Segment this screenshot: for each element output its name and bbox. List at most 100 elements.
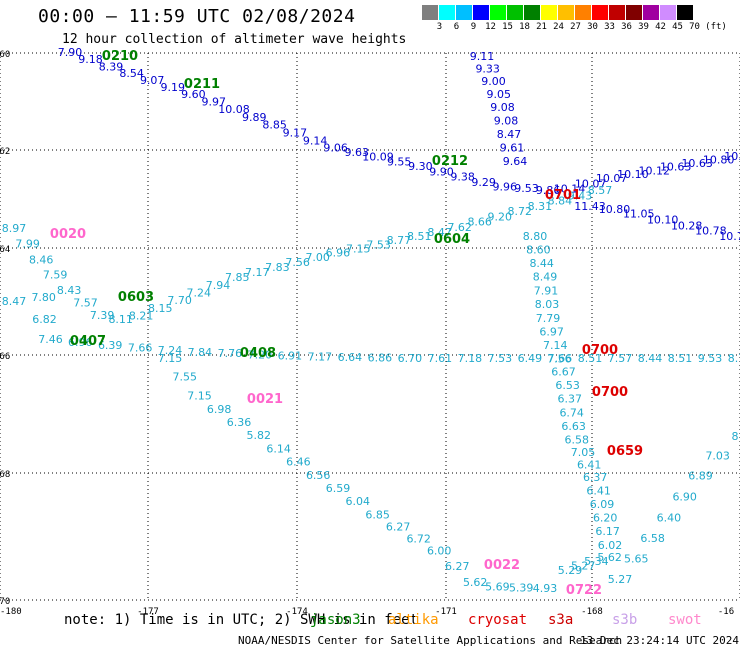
wave-height-value: 6.96 <box>68 336 93 349</box>
wave-height-value: 7.84 <box>188 346 213 359</box>
footnote: note: 1) Time is in UTC; 2) SWH is in fe… <box>64 612 419 628</box>
wave-height-value: 9.97 <box>202 95 227 108</box>
wave-height-value: 8.15 <box>148 302 173 315</box>
wave-height-value: 8.60 <box>526 244 551 257</box>
color-scale-tick: 9 <box>470 22 477 32</box>
wave-height-value: 9.00 <box>481 75 506 88</box>
wave-height-value: 7.85 <box>225 271 250 284</box>
wave-height-value: 6.00 <box>427 545 452 558</box>
wave-height-value: 6.39 <box>98 339 123 352</box>
track-time-label: 0700 <box>592 385 628 400</box>
wave-height-value: 8.31 <box>528 200 553 213</box>
wave-height-value: 7.39 <box>90 309 115 322</box>
wave-height-value: 9.17 <box>283 127 308 140</box>
longitude-tick-label: -174 <box>286 607 308 617</box>
wave-height-value: 8.47 <box>497 128 522 141</box>
wave-height-value: 10.28 <box>671 220 703 233</box>
track-time-label: 0701 <box>545 188 581 203</box>
page-title: 00:00 — 11:59 UTC 02/08/2024 <box>38 6 356 27</box>
longitude-tick-label: -16 <box>718 607 734 617</box>
wave-height-value: 7.15 <box>187 389 212 402</box>
wave-height-value: 6.02 <box>598 539 623 552</box>
wave-height-value: 8.51 <box>407 230 432 243</box>
wave-height-value: 6.40 <box>657 511 682 524</box>
wave-height-value: 7.55 <box>173 371 198 384</box>
wave-height-value: 6.36 <box>227 416 252 429</box>
wave-height-value: 9.53 <box>698 352 723 365</box>
track-time-label: 0408 <box>240 346 276 361</box>
color-swatch <box>507 5 524 20</box>
wave-height-value: 6.98 <box>207 403 232 416</box>
wave-height-value: 10.14 <box>554 183 586 196</box>
color-scale-bar <box>422 5 694 20</box>
track-time-label: 0021 <box>247 392 283 407</box>
wave-height-value: 7.62 <box>447 221 472 234</box>
wave-height-value: 8.72 <box>508 205 533 218</box>
color-scale-tick: 6 <box>453 22 460 32</box>
latitude-tick-label: -66 <box>0 352 10 362</box>
wave-height-value: 7.53 <box>366 238 391 251</box>
wave-height-value: 9.89 <box>242 111 267 124</box>
wave-height-value: 9.07 <box>140 74 165 87</box>
wave-height-value: 6.41 <box>586 484 611 497</box>
wave-height-value: 9.08 <box>494 115 519 128</box>
wave-height-value: 6.58 <box>565 434 590 447</box>
color-scale-tick: 12 <box>485 22 496 32</box>
wave-height-value: 9.05 <box>487 88 512 101</box>
track-time-label: 0020 <box>50 227 86 242</box>
color-scale-tick: 24 <box>553 22 564 32</box>
wave-height-tracks: 7.909.188.398.549.079.199.609.9710.089.8… <box>2 46 740 595</box>
latitude-tick-label: -70 <box>0 597 10 607</box>
page-subtitle: 12 hour collection of altimeter wave hei… <box>62 32 407 47</box>
legend-entry: s3b <box>612 612 638 628</box>
wave-height-value: 8.51 <box>668 352 693 365</box>
wave-height-value: 6.14 <box>266 442 291 455</box>
wave-height-value: 7.79 <box>536 312 561 325</box>
color-swatch <box>422 5 439 20</box>
wave-height-value: 6.37 <box>558 393 583 406</box>
wave-height-value: 7.70 <box>167 294 192 307</box>
wave-height-value: 6.37 <box>583 471 608 484</box>
wave-height-value: 8 <box>732 430 739 443</box>
wave-height-value: 9.29 <box>471 176 496 189</box>
wave-height-value: 8.51 <box>578 352 603 365</box>
wave-height-value: 6.56 <box>306 469 331 482</box>
wave-height-value: 5.34 <box>584 555 609 568</box>
wave-height-value: 10.07 <box>596 172 628 185</box>
latitude-tick-label: -68 <box>0 470 10 480</box>
wave-height-value: 5.69 <box>485 581 510 594</box>
wave-height-value: 7.03 <box>705 450 730 463</box>
color-swatch <box>524 5 541 20</box>
wave-height-value: 8.03 <box>535 298 560 311</box>
color-swatch <box>473 5 490 20</box>
longitude-tick-label: -180 <box>0 607 22 617</box>
color-swatch <box>541 5 558 20</box>
wave-height-value: 5.65 <box>624 553 649 566</box>
wave-height-value: 10.63 <box>681 157 713 170</box>
wave-height-value: 6.89 <box>688 470 713 483</box>
legend-entry: swot <box>668 612 702 628</box>
color-scale-tick: 18 <box>519 22 530 32</box>
latitude-tick-label: -60 <box>0 50 10 60</box>
wave-height-value: 7.56 <box>547 352 572 365</box>
wave-height-value: 9.08 <box>490 101 515 114</box>
track-time-labels: 0210 0211 0212 0604 0603 0407 0408 0020 0021 0022… <box>50 49 643 598</box>
color-swatch <box>490 5 507 20</box>
wave-height-value: 9.14 <box>303 134 328 147</box>
wave-height-value: 6.41 <box>577 458 602 471</box>
color-scale-tick: 45 <box>672 22 683 32</box>
wave-height-value: 7.14 <box>543 339 568 352</box>
wave-height-value: 8.47 <box>427 226 452 239</box>
legend-entry: altika <box>388 612 439 628</box>
color-scale-tick: 70 <box>689 22 700 32</box>
axis-labels: -180 -177 -174 -171 -168 -16 -60 -62 -64 -66 -68 -7… <box>0 50 734 617</box>
wave-height-value: 7.15 <box>346 242 371 255</box>
color-swatch <box>609 5 626 20</box>
wave-height-value: 8.47 <box>2 295 27 308</box>
wave-height-value: 6.53 <box>555 379 580 392</box>
wave-height-value: 6.85 <box>365 508 390 521</box>
wave-height-value: 8.80 <box>523 230 548 243</box>
wave-height-value: 6.96 <box>326 246 351 259</box>
wave-height-value: 9.11 <box>470 50 495 63</box>
color-swatch <box>660 5 677 20</box>
